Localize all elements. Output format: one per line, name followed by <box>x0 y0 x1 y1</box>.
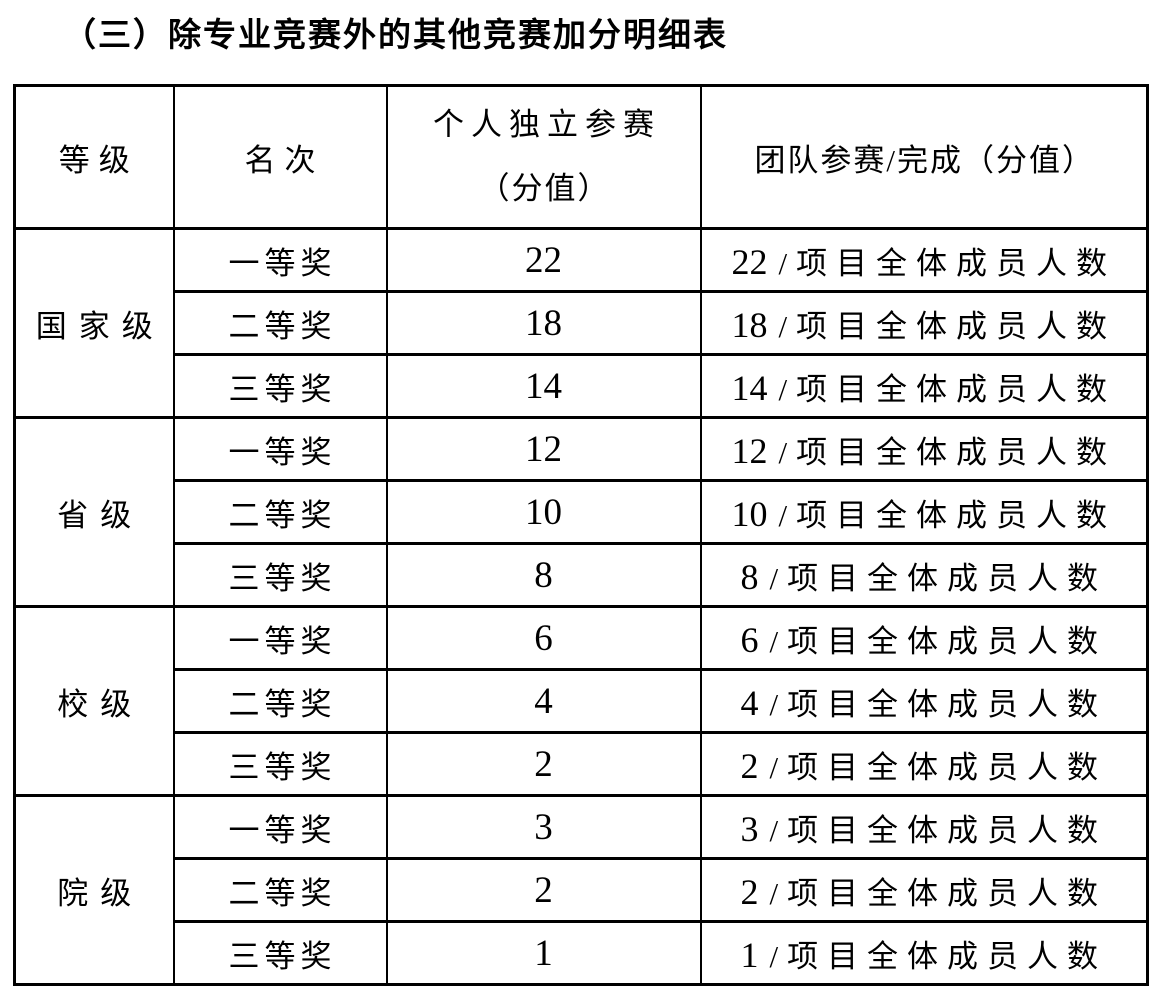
team-score-divider: / <box>769 749 779 785</box>
team-score-label: 项目全体成员人数 <box>787 749 1108 785</box>
table-row: 三等奖 1 1 /项目全体成员人数 <box>15 920 1149 986</box>
team-score-cell: 2 /项目全体成员人数 <box>699 857 1149 923</box>
team-score-divider: / <box>769 875 779 911</box>
team-score-value: 12 <box>731 430 768 471</box>
team-score-value: 2 <box>740 745 759 786</box>
team-score-cell: 1 /项目全体成员人数 <box>699 920 1149 986</box>
team-score-label: 项目全体成员人数 <box>787 875 1108 911</box>
team-score-label: 项目全体成员人数 <box>796 371 1117 407</box>
team-score-cell: 10 /项目全体成员人数 <box>699 479 1149 545</box>
individual-score-cell: 18 <box>385 290 702 356</box>
level-cell-provincial: 省级 <box>13 416 175 608</box>
header-individual: 个人独立参赛 （分值） <box>385 84 702 230</box>
header-rank: 名次 <box>172 84 388 230</box>
table-row: 院级 一等奖 3 3/项目全体成员人数 <box>13 794 1149 986</box>
team-score-label: 项目全体成员人数 <box>787 686 1108 722</box>
team-score-label: 项目全体成员人数 <box>787 623 1108 659</box>
team-score-divider: / <box>778 308 788 344</box>
header-team: 团队参赛/完成（分值） <box>699 84 1149 230</box>
team-score-label: 项目全体成员人数 <box>796 434 1117 470</box>
rank-cell: 三等奖 <box>172 542 388 608</box>
team-score-value: 2 <box>740 871 759 912</box>
team-score-cell: 3 /项目全体成员人数 <box>699 794 1149 860</box>
rank-cell: 三等奖 <box>172 920 388 986</box>
level-cell-college: 院级 <box>13 794 175 986</box>
team-score-cell: 12 /项目全体成员人数 <box>699 416 1149 482</box>
table-row: 省级 一等奖 12 12/项目全体成员人数 <box>13 416 1149 608</box>
team-score-value: 1 <box>740 934 759 975</box>
table-row: 二等奖 4 4 /项目全体成员人数 <box>15 668 1149 734</box>
individual-score-cell: 2 <box>385 731 702 797</box>
table-row: 三等奖 14 14 /项目全体成员人数 <box>15 353 1149 419</box>
table-row: 二等奖 10 10 /项目全体成员人数 <box>15 479 1149 545</box>
individual-score-cell: 22 <box>385 227 702 293</box>
individual-score-cell: 2 <box>385 857 702 923</box>
header-individual-line2: （分值） <box>478 171 611 206</box>
individual-score-cell: 12 <box>385 416 702 482</box>
team-score-divider: / <box>778 371 788 407</box>
table-header-row: 等级 名次 个人独立参赛 （分值） 团队参赛/完成（分值） <box>13 84 1149 230</box>
level-cell-national: 国家级 <box>13 227 175 419</box>
rank-cell: 一等奖 <box>172 227 388 293</box>
header-individual-line1: 个人独立参赛 <box>433 107 661 142</box>
individual-score-cell: 6 <box>385 605 702 671</box>
team-score-label: 项目全体成员人数 <box>787 938 1108 974</box>
table-row: 二等奖 2 2 /项目全体成员人数 <box>15 857 1149 923</box>
team-score-cell: 6 /项目全体成员人数 <box>699 605 1149 671</box>
team-score-cell: 14 /项目全体成员人数 <box>699 353 1149 419</box>
individual-score-cell: 8 <box>385 542 702 608</box>
team-score-divider: / <box>769 938 779 974</box>
individual-score-cell: 10 <box>385 479 702 545</box>
rank-cell: 一等奖 <box>172 794 388 860</box>
team-score-value: 18 <box>731 304 768 345</box>
level-cell-school: 校级 <box>13 605 175 797</box>
team-score-divider: / <box>778 434 788 470</box>
table-row: 校级 一等奖 6 6/项目全体成员人数 <box>13 605 1149 797</box>
header-level: 等级 <box>13 84 175 230</box>
team-score-value: 14 <box>731 367 768 408</box>
table-row: 三等奖 2 2 /项目全体成员人数 <box>15 731 1149 797</box>
team-score-cell: 8 /项目全体成员人数 <box>699 542 1149 608</box>
rank-cell: 三等奖 <box>172 731 388 797</box>
bonus-points-table: 等级 名次 个人独立参赛 （分值） 团队参赛/完成（分值） 国家级 一等奖 22… <box>13 84 1149 986</box>
rank-cell: 一等奖 <box>172 416 388 482</box>
team-score-divider: / <box>769 623 779 659</box>
section-title: （三）除专业竞赛外的其他竞赛加分明细表 <box>63 18 728 54</box>
individual-score-cell: 3 <box>385 794 702 860</box>
team-score-divider: / <box>769 560 779 596</box>
individual-score-cell: 1 <box>385 920 702 986</box>
team-score-cell: 22 /项目全体成员人数 <box>699 227 1149 293</box>
rank-cell: 二等奖 <box>172 668 388 734</box>
team-score-divider: / <box>769 686 779 722</box>
rank-cell: 二等奖 <box>172 290 388 356</box>
rank-cell: 一等奖 <box>172 605 388 671</box>
team-score-label: 项目全体成员人数 <box>787 812 1108 848</box>
team-score-divider: / <box>769 812 779 848</box>
individual-score-cell: 14 <box>385 353 702 419</box>
team-score-label: 项目全体成员人数 <box>796 308 1117 344</box>
table-row: 国家级 一等奖 22 22/项目全体成员人数 <box>13 227 1149 419</box>
team-score-label: 项目全体成员人数 <box>796 245 1117 281</box>
team-score-cell: 2 /项目全体成员人数 <box>699 731 1149 797</box>
team-score-divider: / <box>778 245 788 281</box>
individual-score-cell: 4 <box>385 668 702 734</box>
table-row: 二等奖 18 18 /项目全体成员人数 <box>15 290 1149 356</box>
team-score-value: 22 <box>731 241 768 282</box>
team-score-divider: / <box>778 497 788 533</box>
team-score-cell: 4 /项目全体成员人数 <box>699 668 1149 734</box>
team-score-cell: 18 /项目全体成员人数 <box>699 290 1149 356</box>
team-score-value: 4 <box>740 682 759 723</box>
team-score-label: 项目全体成员人数 <box>796 497 1117 533</box>
rank-cell: 三等奖 <box>172 353 388 419</box>
rank-cell: 二等奖 <box>172 479 388 545</box>
table-row: 三等奖 8 8 /项目全体成员人数 <box>15 542 1149 608</box>
rank-cell: 二等奖 <box>172 857 388 923</box>
team-score-value: 3 <box>740 808 759 849</box>
team-score-value: 10 <box>731 493 768 534</box>
team-score-label: 项目全体成员人数 <box>787 560 1108 596</box>
team-score-value: 6 <box>740 619 759 660</box>
team-score-value: 8 <box>740 556 759 597</box>
